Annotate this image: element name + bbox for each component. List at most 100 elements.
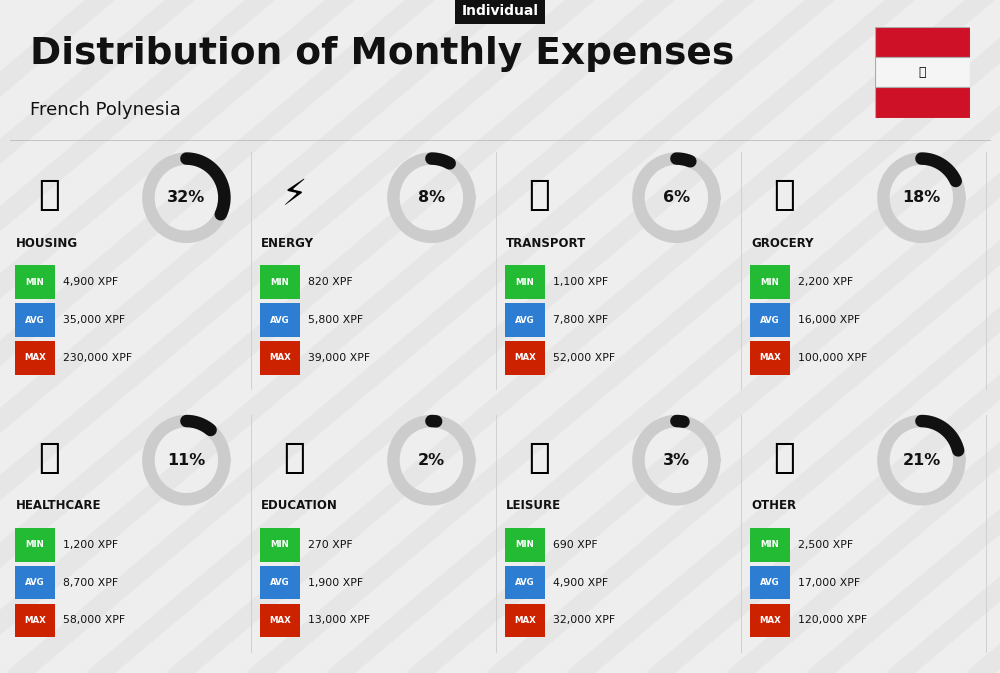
Text: Individual: Individual bbox=[462, 4, 538, 17]
Text: 💰: 💰 bbox=[773, 441, 795, 474]
FancyBboxPatch shape bbox=[15, 565, 55, 600]
Text: 230,000 XPF: 230,000 XPF bbox=[63, 353, 132, 363]
Text: AVG: AVG bbox=[270, 316, 290, 324]
Text: 39,000 XPF: 39,000 XPF bbox=[308, 353, 370, 363]
Text: 18%: 18% bbox=[902, 190, 941, 205]
FancyBboxPatch shape bbox=[505, 528, 545, 561]
Text: 35,000 XPF: 35,000 XPF bbox=[63, 315, 125, 325]
Text: MAX: MAX bbox=[514, 616, 536, 625]
Text: 🏢: 🏢 bbox=[38, 178, 60, 212]
FancyBboxPatch shape bbox=[15, 303, 55, 337]
Text: 32,000 XPF: 32,000 XPF bbox=[553, 615, 615, 625]
FancyBboxPatch shape bbox=[260, 303, 300, 337]
Text: 100,000 XPF: 100,000 XPF bbox=[798, 353, 867, 363]
Text: 270 XPF: 270 XPF bbox=[308, 540, 352, 550]
FancyBboxPatch shape bbox=[15, 604, 55, 637]
Text: 1,100 XPF: 1,100 XPF bbox=[553, 277, 608, 287]
Text: MIN: MIN bbox=[271, 540, 289, 549]
Text: 🏥: 🏥 bbox=[38, 441, 60, 474]
Text: 820 XPF: 820 XPF bbox=[308, 277, 352, 287]
FancyBboxPatch shape bbox=[505, 341, 545, 375]
FancyBboxPatch shape bbox=[875, 57, 970, 87]
Text: Distribution of Monthly Expenses: Distribution of Monthly Expenses bbox=[30, 36, 734, 72]
Text: 4,900 XPF: 4,900 XPF bbox=[553, 577, 608, 588]
FancyBboxPatch shape bbox=[750, 341, 790, 375]
Text: 🛒: 🛒 bbox=[773, 178, 795, 212]
Text: 16,000 XPF: 16,000 XPF bbox=[798, 315, 860, 325]
Text: 2%: 2% bbox=[418, 453, 445, 468]
Text: 8%: 8% bbox=[418, 190, 445, 205]
Text: 6%: 6% bbox=[663, 190, 690, 205]
Text: MIN: MIN bbox=[761, 540, 779, 549]
FancyBboxPatch shape bbox=[260, 528, 300, 561]
Text: 17,000 XPF: 17,000 XPF bbox=[798, 577, 860, 588]
Text: HOUSING: HOUSING bbox=[16, 237, 78, 250]
FancyBboxPatch shape bbox=[875, 27, 970, 57]
Text: 120,000 XPF: 120,000 XPF bbox=[798, 615, 867, 625]
Text: 21%: 21% bbox=[902, 453, 941, 468]
Text: MAX: MAX bbox=[759, 353, 781, 363]
Text: MIN: MIN bbox=[761, 278, 779, 287]
FancyBboxPatch shape bbox=[505, 565, 545, 600]
FancyBboxPatch shape bbox=[15, 528, 55, 561]
Text: ⚡: ⚡ bbox=[282, 178, 307, 212]
Text: 52,000 XPF: 52,000 XPF bbox=[553, 353, 615, 363]
FancyBboxPatch shape bbox=[15, 341, 55, 375]
FancyBboxPatch shape bbox=[750, 604, 790, 637]
Text: AVG: AVG bbox=[760, 578, 780, 587]
Text: AVG: AVG bbox=[270, 578, 290, 587]
FancyBboxPatch shape bbox=[875, 87, 970, 118]
Text: MAX: MAX bbox=[759, 616, 781, 625]
Text: MAX: MAX bbox=[269, 616, 291, 625]
FancyBboxPatch shape bbox=[750, 303, 790, 337]
Text: EDUCATION: EDUCATION bbox=[261, 499, 338, 512]
FancyBboxPatch shape bbox=[505, 604, 545, 637]
FancyBboxPatch shape bbox=[750, 265, 790, 299]
Text: 13,000 XPF: 13,000 XPF bbox=[308, 615, 370, 625]
Text: HEALTHCARE: HEALTHCARE bbox=[16, 499, 102, 512]
Text: 3%: 3% bbox=[663, 453, 690, 468]
Text: MAX: MAX bbox=[514, 353, 536, 363]
Text: AVG: AVG bbox=[515, 578, 535, 587]
FancyBboxPatch shape bbox=[15, 265, 55, 299]
Text: MIN: MIN bbox=[26, 540, 44, 549]
FancyBboxPatch shape bbox=[260, 341, 300, 375]
Text: 7,800 XPF: 7,800 XPF bbox=[553, 315, 608, 325]
Text: AVG: AVG bbox=[760, 316, 780, 324]
Text: 690 XPF: 690 XPF bbox=[553, 540, 597, 550]
FancyBboxPatch shape bbox=[260, 565, 300, 600]
Text: 4,900 XPF: 4,900 XPF bbox=[63, 277, 118, 287]
Text: 5,800 XPF: 5,800 XPF bbox=[308, 315, 363, 325]
FancyBboxPatch shape bbox=[260, 604, 300, 637]
Text: AVG: AVG bbox=[515, 316, 535, 324]
Text: MIN: MIN bbox=[516, 278, 534, 287]
FancyBboxPatch shape bbox=[505, 303, 545, 337]
Text: MIN: MIN bbox=[516, 540, 534, 549]
Text: GROCERY: GROCERY bbox=[751, 237, 814, 250]
Text: 🚌: 🚌 bbox=[528, 178, 550, 212]
Text: 🎓: 🎓 bbox=[283, 441, 305, 474]
Text: AVG: AVG bbox=[25, 578, 45, 587]
Text: 32%: 32% bbox=[167, 190, 206, 205]
Text: 58,000 XPF: 58,000 XPF bbox=[63, 615, 125, 625]
Text: MAX: MAX bbox=[269, 353, 291, 363]
Text: 1,900 XPF: 1,900 XPF bbox=[308, 577, 363, 588]
Text: TRANSPORT: TRANSPORT bbox=[506, 237, 586, 250]
Text: 1,200 XPF: 1,200 XPF bbox=[63, 540, 118, 550]
Text: OTHER: OTHER bbox=[751, 499, 796, 512]
Text: MIN: MIN bbox=[271, 278, 289, 287]
FancyBboxPatch shape bbox=[260, 265, 300, 299]
Text: 11%: 11% bbox=[167, 453, 206, 468]
Text: 2,500 XPF: 2,500 XPF bbox=[798, 540, 853, 550]
Text: 🌊: 🌊 bbox=[919, 66, 926, 79]
FancyBboxPatch shape bbox=[505, 265, 545, 299]
Text: 🛍: 🛍 bbox=[528, 441, 550, 474]
FancyBboxPatch shape bbox=[750, 528, 790, 561]
Text: MAX: MAX bbox=[24, 353, 46, 363]
Text: ENERGY: ENERGY bbox=[261, 237, 314, 250]
Text: LEISURE: LEISURE bbox=[506, 499, 561, 512]
FancyBboxPatch shape bbox=[750, 565, 790, 600]
Text: 2,200 XPF: 2,200 XPF bbox=[798, 277, 853, 287]
Text: MAX: MAX bbox=[24, 616, 46, 625]
Text: MIN: MIN bbox=[26, 278, 44, 287]
